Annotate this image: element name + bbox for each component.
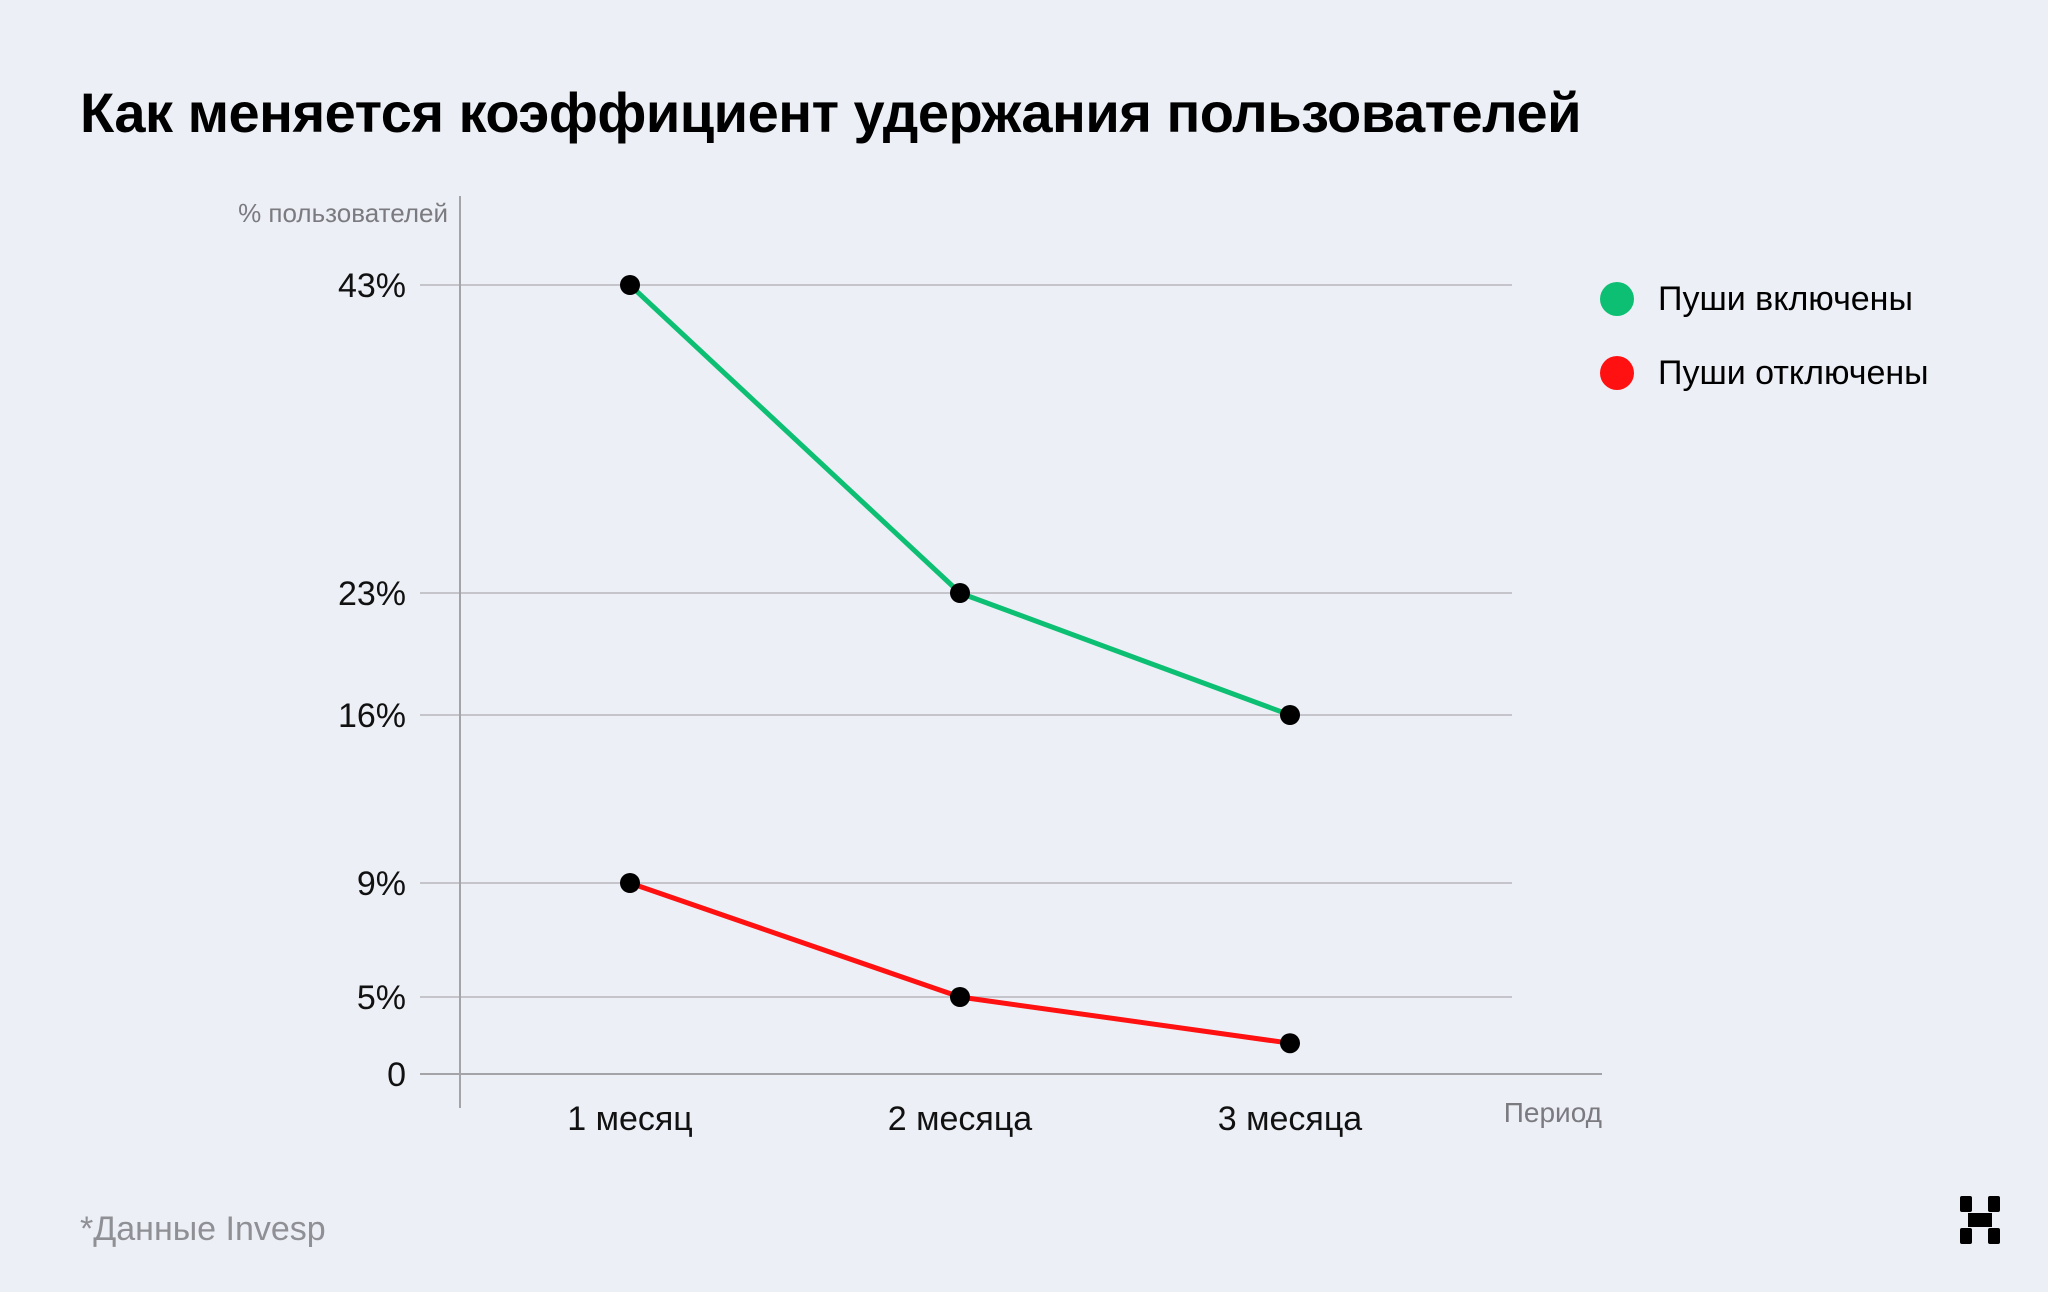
y-tick-label: 16% [338,697,406,735]
x-tick-label: 1 месяц [567,1100,693,1138]
y-tick-label: 0 [387,1056,406,1094]
legend-item-push-on: Пуши включены [1600,262,1929,336]
data-point [1280,1033,1300,1054]
y-tick-label: 5% [357,979,406,1017]
legend-item-push-off: Пуши отключены [1600,336,1929,410]
series-lines [627,282,1293,1046]
legend: Пуши включены Пуши отключены [1600,262,1929,410]
y-tick-label: 43% [338,267,406,305]
data-point [1280,705,1300,725]
legend-label-push-on: Пуши включены [1658,279,1913,318]
y-tick-labels: 43% 23% 16% 9% 5% 0 [338,267,406,1094]
x-axis-title: Период [1504,1097,1602,1128]
legend-dot-red-icon [1600,356,1634,390]
series-line-2 [627,880,1293,1046]
page-title: Как меняется коэффициент удержания польз… [80,81,1582,144]
x-tick-label: 3 месяца [1218,1100,1363,1138]
series-line-1 [627,282,1293,718]
grid-lines [420,284,1512,998]
data-point [950,987,970,1007]
data-point [620,275,640,295]
x-logo-icon [1960,1196,2000,1244]
legend-label-push-off: Пуши отключены [1658,353,1929,392]
source-note: *Данные Invesp [80,1210,326,1248]
y-axis-title: % пользователей [238,198,448,228]
data-points [620,275,1300,1054]
data-point [950,583,970,603]
data-point [620,873,640,893]
y-tick-label: 23% [338,575,406,613]
x-tick-labels: 1 месяц 2 месяца 3 месяца [567,1100,1362,1138]
legend-dot-green-icon [1600,282,1634,316]
y-tick-label: 9% [357,865,406,903]
x-tick-label: 2 месяца [888,1100,1033,1138]
